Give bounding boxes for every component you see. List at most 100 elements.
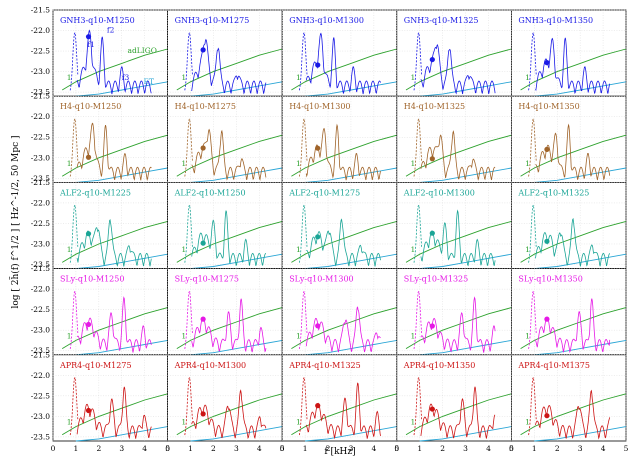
contact-marker: [315, 403, 321, 409]
et-curve: [419, 426, 512, 442]
frequency-marker-label: 1: [525, 418, 530, 427]
frequency-marker-label: 1: [181, 245, 186, 254]
inspiral-curve: [528, 289, 537, 349]
frequency-marker-label: 1: [67, 73, 72, 82]
panel-frame: [396, 354, 512, 442]
frequency-marker-label: 1: [525, 331, 530, 340]
spectrum-curve: [535, 123, 611, 181]
adligo-curve: [176, 393, 283, 436]
adligo-curve: [520, 393, 627, 436]
spectrum-curve: [420, 296, 496, 353]
panel-H4-q10-M1275: 1 H4-q10-M1275: [167, 95, 283, 183]
panel-title: GNH3-q10-M1300: [289, 16, 364, 25]
frequency-marker-label: 1: [411, 73, 416, 82]
y-tick-label: -21.5: [31, 264, 50, 273]
x-tick-label: 1: [74, 444, 79, 453]
x-tick-label: 4: [371, 444, 376, 453]
panel-ALF2-q10-M1300: 1 ALF2-q10-M1300: [396, 181, 512, 270]
contact-marker: [85, 231, 92, 237]
contact-marker: [315, 234, 321, 240]
x-tick-label: 0: [280, 444, 285, 453]
frequency-marker-label: 1: [525, 245, 530, 254]
panel-APR4-q10-M1350: 1 APR4-q10-M1350: [396, 354, 512, 442]
x-tick-label: 5: [394, 444, 399, 453]
inspiral-curve: [528, 376, 537, 436]
et-curve: [305, 253, 397, 270]
x-axis-label: f [kHz]: [324, 447, 355, 457]
panel-SLy-q10-M1250: 1 SLy-q10-M1250: [52, 268, 168, 356]
y-tick-label: -21.5: [31, 6, 50, 15]
inspiral-curve: [528, 117, 537, 177]
et-curve: [190, 339, 283, 356]
y-tick-label: -22.0: [31, 285, 50, 294]
panel-title: ALF2-q10-M1275: [288, 188, 360, 197]
adligo-curve: [291, 134, 397, 177]
frequency-marker-label: 1: [181, 73, 186, 82]
contact-marker: [315, 323, 321, 329]
panel-GNH3-q10-M1300: 1 GNH3-q10-M1300: [281, 9, 398, 97]
panel-title: H4-q10-M1350: [518, 102, 579, 111]
x-tick-label: 4: [601, 444, 606, 453]
panel-title: ALF2-q10-M1300: [403, 188, 475, 197]
inspiral-curve: [299, 376, 308, 436]
panel-title: H4-q10-M1250: [60, 102, 121, 111]
et-curve: [305, 81, 397, 97]
adligo-curve: [405, 393, 512, 436]
adligo-curve: [176, 48, 283, 91]
et-curve: [75, 81, 168, 97]
panel-frame: [396, 181, 512, 269]
x-tick-label: 4: [486, 444, 491, 453]
et-curve: [190, 253, 283, 270]
inspiral-curve: [184, 31, 193, 91]
panel-frame: [510, 181, 627, 269]
axes-text: -21.5-22.0-22.5-23.0-23.5-21.5-22.0-22.5…: [31, 6, 629, 454]
panel-title: APR4-q10-M1300: [174, 361, 247, 370]
x-tick-label: 3: [578, 444, 583, 453]
panel-frame: [281, 95, 398, 183]
spectrum-curve: [420, 43, 496, 95]
x-tick-label: 5: [624, 444, 629, 453]
inspiral-curve: [69, 31, 79, 91]
panel-APR4-q10-M1375: 1 APR4-q10-M1375: [510, 354, 627, 442]
inspiral-curve: [184, 203, 193, 263]
et-curve: [534, 253, 627, 270]
y-tick-label: -21.5: [31, 350, 50, 359]
contact-marker: [544, 60, 550, 66]
contact-marker: [200, 411, 206, 417]
contact-marker: [544, 316, 550, 322]
y-tick-label: -23.0: [31, 239, 50, 248]
y-tick-label: -22.5: [31, 219, 50, 228]
panel-title: SLy-q10-M1300: [289, 275, 353, 284]
panel-ALF2-q10-M1325: 1 ALF2-q10-M1325: [510, 181, 627, 270]
panel-title: SLy-q10-M1350: [518, 275, 582, 284]
panel-title: ALF2-q10-M1225: [59, 188, 131, 197]
frequency-marker-label: 1: [296, 73, 301, 82]
panel-title: H4-q10-M1275: [175, 102, 236, 111]
frequency-marker-label: 1: [67, 245, 72, 254]
x-tick-label: 0: [509, 444, 514, 453]
spectrum-curve: [76, 296, 152, 353]
contact-marker: [85, 34, 92, 40]
contact-marker: [315, 145, 321, 151]
spectrum-curve: [420, 130, 496, 181]
contact-marker: [85, 321, 92, 328]
y-tick-label: -23.0: [31, 153, 50, 162]
y-tick-label: -22.5: [31, 305, 50, 314]
y-tick-label: -22.5: [31, 391, 50, 400]
panel-H4-q10-M1300: 1 H4-q10-M1300: [281, 95, 398, 183]
x-tick-label: 3: [119, 444, 124, 453]
x-tick-label: 5: [280, 444, 285, 453]
adligo-curve: [520, 48, 627, 91]
spectrum-curve: [420, 386, 496, 439]
y-axis-label: log [ 2h̃(f) f^1/2 ] [ Hz^-1/2, 50 Mpc ]: [9, 135, 21, 308]
adligo-curve: [405, 48, 512, 91]
inspiral-curve: [528, 203, 537, 263]
panel-ALF2-q10-M1250: 1 ALF2-q10-M1250: [167, 181, 283, 270]
et-curve: [190, 167, 283, 183]
spectrum-curve: [191, 389, 267, 440]
inspiral-curve: [413, 117, 422, 177]
x-tick-label: 4: [142, 444, 147, 453]
frequency-marker-label: 1: [525, 159, 530, 168]
y-tick-label: -21.5: [31, 178, 50, 187]
inspiral-curve: [184, 289, 193, 349]
